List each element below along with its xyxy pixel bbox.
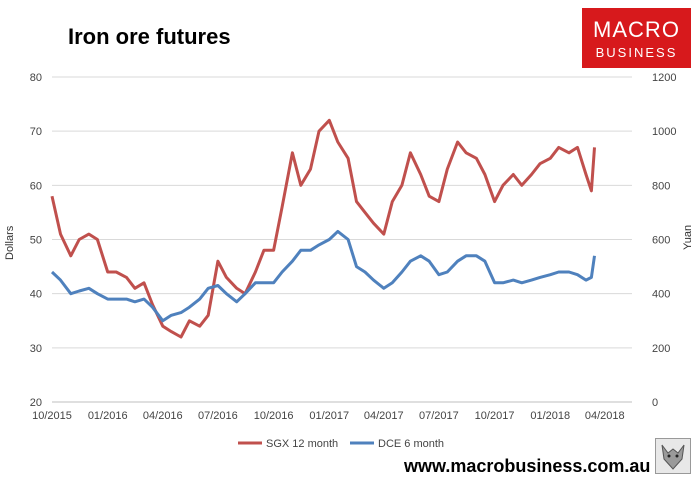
gridlines xyxy=(52,76,632,403)
y-tick-label: 40 xyxy=(30,289,42,301)
y2-tick-label: 600 xyxy=(652,235,670,247)
y2-tick-label: 800 xyxy=(652,180,670,192)
x-tick-label: 04/2017 xyxy=(364,410,404,422)
x-tick-label: 10/2017 xyxy=(475,410,515,422)
y2-tick-label: 1200 xyxy=(652,72,676,84)
x-tick-label: 07/2017 xyxy=(419,410,459,422)
x-tick-label: 01/2016 xyxy=(88,410,128,422)
macro-business-logo: MACRO BUSINESS xyxy=(582,8,691,68)
left-y-tick-labels: 20 30 40 50 60 70 80 xyxy=(30,72,42,409)
y-tick-label: 20 xyxy=(30,397,42,409)
x-tick-label: 01/2017 xyxy=(309,410,349,422)
website-url: www.macrobusiness.com.au xyxy=(404,456,651,476)
x-tick-label: 04/2018 xyxy=(585,410,625,422)
y2-tick-label: 1000 xyxy=(652,126,676,138)
x-tick-label: 01/2018 xyxy=(530,410,570,422)
x-tick-label: 07/2016 xyxy=(198,410,238,422)
y2-tick-label: 400 xyxy=(652,289,670,301)
y-tick-label: 30 xyxy=(30,343,42,355)
legend-label: DCE 6 month xyxy=(378,438,444,450)
right-y-tick-labels: 0 200 400 600 800 1000 1200 xyxy=(652,72,676,409)
wolf-logo-icon xyxy=(655,438,691,474)
chart-title: Iron ore futures xyxy=(68,24,231,49)
y-tick-label: 70 xyxy=(30,126,42,138)
legend: SGX 12 month DCE 6 month xyxy=(238,438,444,450)
x-tick-label: 10/2015 xyxy=(32,410,72,422)
y-tick-label: 60 xyxy=(30,180,42,192)
x-tick-labels: 10/2015 01/2016 04/2016 07/2016 10/2016 01/20… xyxy=(32,410,625,422)
x-tick-label: 04/2016 xyxy=(143,410,183,422)
x-tick-label: 10/2016 xyxy=(254,410,294,422)
y2-axis-title: Yuan xyxy=(682,224,694,250)
legend-label: SGX 12 month xyxy=(266,438,338,450)
series-line-sgx-12-month xyxy=(50,118,596,339)
y2-tick-label: 0 xyxy=(652,397,658,409)
series-lines xyxy=(50,118,596,339)
logo-line-1: MACRO xyxy=(593,17,680,42)
y-tick-label: 50 xyxy=(30,235,42,247)
y-axis-title: Dollars xyxy=(4,225,16,260)
y2-tick-label: 200 xyxy=(652,343,670,355)
y-tick-label: 80 xyxy=(30,72,42,84)
logo-line-2: BUSINESS xyxy=(595,45,678,60)
series-line-dce-6-month xyxy=(50,229,596,323)
